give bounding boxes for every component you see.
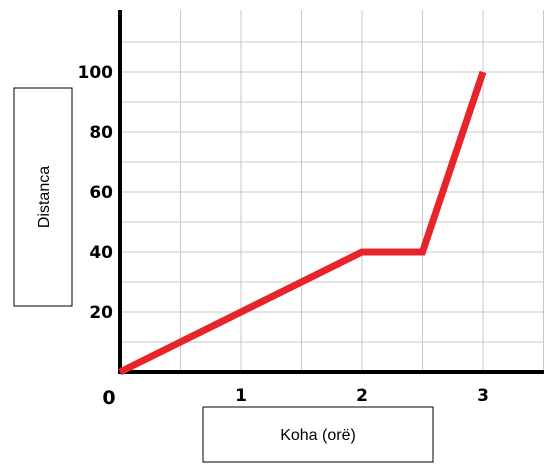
series-layer — [118, 70, 487, 376]
x-tick-label: 2 — [356, 386, 368, 406]
x-axis-title-box — [202, 406, 434, 463]
axes — [118, 10, 544, 374]
y-tick-label: 20 — [89, 303, 113, 323]
distance-series-line — [118, 70, 487, 376]
origin-label: 0 — [102, 387, 115, 409]
y-tick-label: 100 — [78, 63, 114, 83]
y-tick-label: 60 — [89, 183, 113, 203]
x-axis-title: Koha (orë) — [280, 427, 356, 444]
y-axis-title: Distanca — [36, 166, 53, 228]
grid — [120, 10, 544, 372]
x-tick-label: 3 — [477, 386, 489, 406]
y-tick-label: 40 — [89, 243, 113, 263]
tick-labels: 1 2 3 20 40 60 80 100 — [78, 63, 489, 406]
y-tick-label: 80 — [89, 123, 113, 143]
y-axis-title-box — [13, 87, 73, 307]
x-tick-label: 1 — [235, 386, 247, 406]
